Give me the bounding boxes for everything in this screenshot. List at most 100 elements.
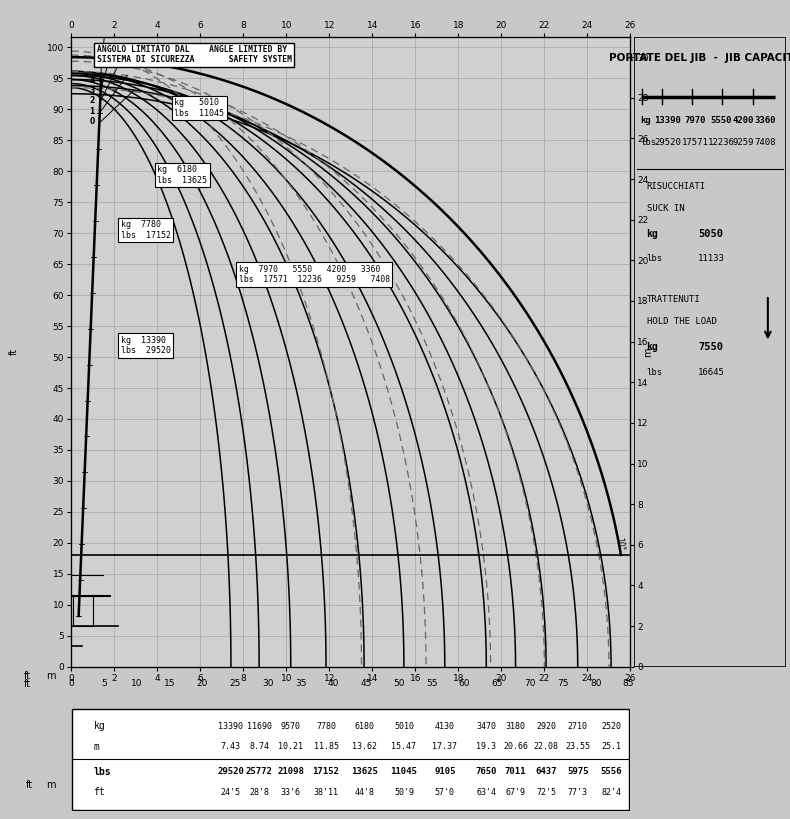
Text: 23.55: 23.55 bbox=[565, 742, 590, 751]
Text: 5556: 5556 bbox=[600, 767, 622, 776]
Text: 7550: 7550 bbox=[698, 342, 723, 352]
Text: 10: 10 bbox=[131, 680, 142, 688]
Text: kg  7970   5550   4200   3360
lbs  17571  12236   9259   7408: kg 7970 5550 4200 3360 lbs 17571 12236 9… bbox=[239, 265, 390, 284]
Text: 17152: 17152 bbox=[313, 767, 340, 776]
Text: 7780: 7780 bbox=[316, 722, 336, 731]
Text: 30: 30 bbox=[262, 680, 273, 688]
Text: 10.21: 10.21 bbox=[278, 742, 303, 751]
Text: 11045: 11045 bbox=[390, 767, 417, 776]
Text: 60: 60 bbox=[459, 680, 470, 688]
Text: 9259: 9259 bbox=[733, 138, 754, 147]
Text: 57'0: 57'0 bbox=[435, 788, 455, 797]
Text: 50'9: 50'9 bbox=[394, 788, 414, 797]
Text: ANGOLO LIMITATO DAL    ANGLE LIMITED BY
SISTEMA DI SICUREZZA       SAFETY SYSTEM: ANGOLO LIMITATO DAL ANGLE LIMITED BY SIS… bbox=[97, 45, 292, 65]
Text: 55: 55 bbox=[426, 680, 438, 688]
Text: 38'11: 38'11 bbox=[314, 788, 339, 797]
Text: 9105: 9105 bbox=[434, 767, 456, 776]
Text: ft: ft bbox=[24, 679, 32, 689]
Text: kg: kg bbox=[646, 229, 658, 239]
Text: 11.85: 11.85 bbox=[314, 742, 339, 751]
Text: kg  13390
lbs  29520: kg 13390 lbs 29520 bbox=[121, 336, 171, 355]
Text: 9570: 9570 bbox=[280, 722, 301, 731]
Text: 25: 25 bbox=[229, 680, 241, 688]
Text: kg   5010
lbs  11045: kg 5010 lbs 11045 bbox=[175, 98, 224, 118]
Text: 15.47: 15.47 bbox=[391, 742, 416, 751]
Text: 45: 45 bbox=[360, 680, 372, 688]
Text: 80: 80 bbox=[590, 680, 601, 688]
Text: 13.62: 13.62 bbox=[352, 742, 377, 751]
Text: 40: 40 bbox=[328, 680, 339, 688]
Text: 75: 75 bbox=[557, 680, 569, 688]
Text: ft: ft bbox=[9, 348, 19, 355]
Text: kg: kg bbox=[646, 342, 658, 352]
Text: 67'9: 67'9 bbox=[506, 788, 525, 797]
Text: kg  6180
lbs  13625: kg 6180 lbs 13625 bbox=[157, 165, 207, 185]
Text: 29520: 29520 bbox=[654, 138, 681, 147]
Text: 29520: 29520 bbox=[217, 767, 244, 776]
Text: 13625: 13625 bbox=[351, 767, 378, 776]
Text: 70: 70 bbox=[525, 680, 536, 688]
Text: 44'8: 44'8 bbox=[354, 788, 374, 797]
Text: TRATTENUTI: TRATTENUTI bbox=[646, 295, 700, 304]
Text: 11133: 11133 bbox=[698, 254, 725, 263]
Text: 15: 15 bbox=[164, 680, 175, 688]
Text: 72'5: 72'5 bbox=[536, 788, 556, 797]
Text: 17.37: 17.37 bbox=[432, 742, 457, 751]
Text: 6180: 6180 bbox=[354, 722, 374, 731]
Text: 2: 2 bbox=[89, 97, 95, 106]
Text: 16645: 16645 bbox=[698, 368, 725, 377]
Text: 21098: 21098 bbox=[277, 767, 304, 776]
Text: 0: 0 bbox=[89, 116, 95, 125]
Text: m: m bbox=[47, 780, 56, 790]
Text: 5010: 5010 bbox=[394, 722, 414, 731]
Text: RISUCCHIATI: RISUCCHIATI bbox=[646, 182, 705, 191]
Text: 8.74: 8.74 bbox=[249, 742, 269, 751]
Text: 5550: 5550 bbox=[710, 115, 732, 124]
Text: 33'6: 33'6 bbox=[280, 788, 301, 797]
Text: 10°: 10° bbox=[614, 537, 625, 552]
Text: 11690: 11690 bbox=[246, 722, 272, 731]
Text: 25.1: 25.1 bbox=[601, 742, 621, 751]
Text: 24'5: 24'5 bbox=[221, 788, 241, 797]
Text: 4130: 4130 bbox=[435, 722, 455, 731]
Text: kg  7780
lbs  17152: kg 7780 lbs 17152 bbox=[121, 220, 171, 240]
Text: lbs: lbs bbox=[646, 254, 663, 263]
Text: 2710: 2710 bbox=[568, 722, 588, 731]
Text: 22.08: 22.08 bbox=[533, 742, 559, 751]
Text: 5050: 5050 bbox=[698, 229, 723, 239]
Text: 35: 35 bbox=[295, 680, 307, 688]
Text: 1: 1 bbox=[89, 106, 95, 115]
Text: ft: ft bbox=[93, 787, 105, 797]
Text: kg: kg bbox=[93, 722, 105, 731]
Text: 17571: 17571 bbox=[682, 138, 709, 147]
Text: 20.66: 20.66 bbox=[503, 742, 528, 751]
Text: lbs: lbs bbox=[641, 138, 656, 147]
Text: 7970: 7970 bbox=[684, 115, 705, 124]
Text: 13390: 13390 bbox=[219, 722, 243, 731]
Text: 7011: 7011 bbox=[505, 767, 526, 776]
Text: 20: 20 bbox=[197, 680, 208, 688]
Text: 63'4: 63'4 bbox=[476, 788, 496, 797]
Text: 7650: 7650 bbox=[476, 767, 497, 776]
Text: kg: kg bbox=[641, 115, 651, 124]
Text: HOLD THE LOAD: HOLD THE LOAD bbox=[646, 317, 717, 326]
Text: m: m bbox=[93, 742, 100, 752]
Text: 65: 65 bbox=[491, 680, 503, 688]
Text: 2920: 2920 bbox=[536, 722, 556, 731]
Text: 0: 0 bbox=[68, 680, 74, 688]
Text: 12236: 12236 bbox=[707, 138, 734, 147]
Text: 50: 50 bbox=[393, 680, 404, 688]
Text: 85: 85 bbox=[623, 680, 634, 688]
Text: 2520: 2520 bbox=[601, 722, 621, 731]
Text: 25772: 25772 bbox=[246, 767, 273, 776]
Text: PORTATE DEL JIB  -  JIB CAPACITIES: PORTATE DEL JIB - JIB CAPACITIES bbox=[609, 52, 790, 62]
Text: ft: ft bbox=[25, 780, 33, 790]
Text: ft: ft bbox=[24, 672, 32, 681]
Text: lbs: lbs bbox=[93, 767, 111, 776]
Text: 13390: 13390 bbox=[654, 115, 681, 124]
Text: 7408: 7408 bbox=[754, 138, 776, 147]
Text: 4: 4 bbox=[89, 76, 95, 85]
Text: 19.3: 19.3 bbox=[476, 742, 496, 751]
Text: 3470: 3470 bbox=[476, 722, 496, 731]
Text: 5: 5 bbox=[101, 680, 107, 688]
